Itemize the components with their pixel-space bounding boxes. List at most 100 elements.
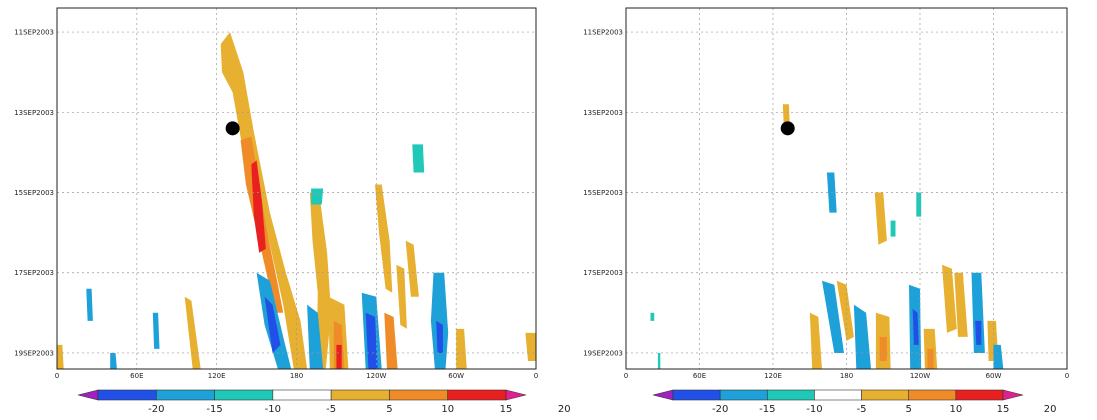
colorbar-max-arrow (1002, 389, 1024, 401)
colorbar-swatch (719, 389, 768, 401)
x-tick-label: 0 (1065, 372, 1069, 380)
colorbar-swatch (672, 389, 721, 401)
shaded-region-23 (86, 288, 93, 321)
shaded-region-21 (184, 296, 201, 369)
panel-2: 0 60E 120E 180 120W 60W 0 11SEP2003 13SEP2003 15S… (583, 7, 1069, 415)
storm-marker (780, 121, 795, 136)
x-tick-label: 120W (910, 372, 930, 380)
panel-1: 0 60E 120E 180 120W 60W 0 11SEP2003 13SEP2003 15S… (14, 7, 571, 415)
colorbar-tick-label: 20 (1044, 404, 1057, 415)
colorbar-tick-label: 15 (500, 404, 513, 415)
shaded-region-5 (836, 280, 854, 341)
shading-layer (57, 32, 536, 369)
x-tick-label: 60W (986, 372, 1002, 380)
y-tick-label: 11SEP2003 (583, 29, 623, 37)
colorbar-tick-label: -20 (712, 404, 728, 415)
colorbar-swatch (155, 389, 215, 401)
shaded-region-16 (971, 272, 985, 353)
shaded-region-9 (879, 336, 887, 361)
colorbar-tick-label: -20 (148, 404, 164, 415)
shaded-region-27 (110, 353, 117, 369)
colorbar-swatch (447, 389, 507, 401)
shaded-region-6 (809, 312, 822, 369)
shaded-region-20 (412, 144, 425, 173)
shaded-region-11 (912, 308, 919, 345)
shaded-region-23 (657, 353, 661, 369)
colorbar-tick-label: 5 (386, 404, 392, 415)
x-tick-label: 60W (448, 372, 464, 380)
colorbar-swatch (389, 389, 449, 401)
y-tick-label: 17SEP2003 (583, 269, 623, 277)
y-tick-label: 13SEP2003 (14, 109, 54, 117)
shaded-region-15 (954, 272, 968, 337)
shaded-region-7 (853, 304, 871, 369)
colorbar-swatch (814, 389, 862, 401)
x-tick-label: 0 (534, 372, 538, 380)
shaded-region-25 (456, 328, 467, 369)
colorbar-tick-label: -10 (806, 404, 822, 415)
colorbar-max-arrow (505, 389, 527, 401)
colorbar-tick-label: -5 (857, 404, 867, 415)
shaded-region-14 (384, 312, 398, 369)
colorbar: -20 -15 -10 -5 5 10 15 20 (652, 389, 1057, 415)
x-tick-label: 0 (624, 372, 628, 380)
shaded-region-26 (525, 332, 536, 361)
shaded-region-7 (307, 304, 324, 369)
colorbar-swatch (330, 389, 390, 401)
colorbar-tick-label: -10 (265, 404, 281, 415)
plot-frame (625, 7, 1068, 370)
shaded-region-1 (220, 32, 308, 369)
colorbar-swatch (955, 389, 1004, 401)
colorbar-tick-label: -15 (206, 404, 222, 415)
shaded-region-12 (336, 344, 342, 369)
y-tick-label: 13SEP2003 (583, 109, 623, 117)
colorbar-tick-label: 5 (906, 404, 912, 415)
shaded-region-17 (975, 320, 982, 345)
shaded-region-3 (251, 160, 266, 253)
y-tick-label: 17SEP2003 (14, 269, 54, 277)
storm-marker (225, 121, 240, 136)
x-tick-label: 0 (55, 372, 59, 380)
shading-layer (650, 104, 1004, 369)
x-tick-label: 120W (366, 372, 386, 380)
y-tick-label: 15SEP2003 (583, 189, 623, 197)
colorbar-tick-label: 10 (441, 404, 454, 415)
shaded-region-19 (993, 344, 1004, 369)
colorbar-swatch (908, 389, 957, 401)
y-tick-label: 11SEP2003 (14, 29, 54, 37)
colorbar-tick-label: -5 (326, 404, 336, 415)
colorbar-tick-label: 10 (949, 404, 962, 415)
colorbar-tick-label: 15 (997, 404, 1010, 415)
shaded-region-22 (650, 312, 655, 321)
shaded-region-24 (57, 344, 64, 369)
shaded-region-17 (405, 240, 419, 297)
x-tick-label: 120E (764, 372, 782, 380)
colorbar-min-arrow (77, 389, 99, 401)
shaded-region-15 (430, 272, 449, 369)
colorbar-min-arrow (652, 389, 674, 401)
x-tick-label: 60E (130, 372, 143, 380)
x-tick-label: 180 (840, 372, 853, 380)
y-tick-label: 19SEP2003 (14, 349, 54, 357)
plot-frame (56, 7, 537, 370)
shaded-region-19 (311, 188, 324, 205)
shaded-region-21 (890, 220, 896, 237)
colorbar-tick-label: -15 (759, 404, 775, 415)
y-tick-label: 19SEP2003 (583, 349, 623, 357)
colorbar-tick-label: 20 (558, 404, 571, 415)
shaded-region-18 (396, 264, 407, 329)
shaded-region-13 (375, 184, 393, 293)
colorbar-swatch (861, 389, 910, 401)
x-tick-label: 180 (290, 372, 303, 380)
shaded-region-22 (152, 312, 160, 349)
shaded-region-14 (942, 264, 957, 333)
colorbar: -20 -15 -10 -5 5 10 15 20 (77, 389, 571, 415)
shaded-region-6 (309, 192, 332, 369)
shaded-region-20 (916, 192, 922, 217)
shaded-region-3 (874, 192, 887, 245)
shaded-region-4 (822, 280, 844, 353)
shaded-region-16 (436, 320, 443, 353)
shaded-region-13 (927, 348, 934, 369)
colorbar-swatch (766, 389, 815, 401)
